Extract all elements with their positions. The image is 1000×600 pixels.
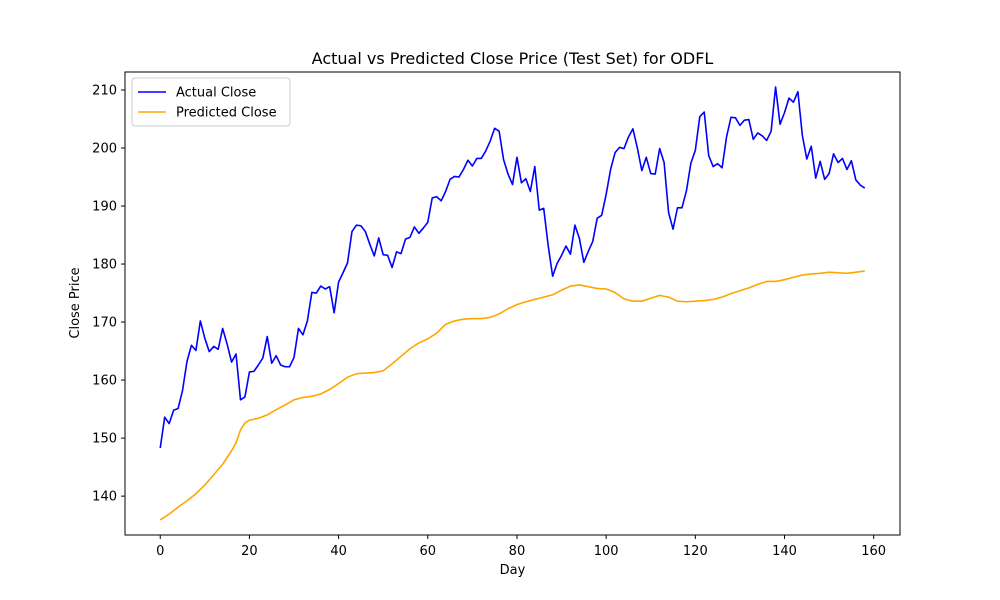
legend-label: Predicted Close bbox=[176, 106, 277, 121]
plot-area bbox=[124, 71, 901, 536]
y-tick-label: 190 bbox=[92, 200, 117, 215]
x-tick-label: 100 bbox=[594, 544, 619, 559]
y-tick-label: 160 bbox=[92, 374, 117, 389]
y-tick-label: 140 bbox=[92, 490, 117, 505]
series-line-predicted bbox=[159, 270, 865, 521]
legend: Actual Close Predicted Close bbox=[131, 77, 291, 127]
legend-box bbox=[131, 77, 291, 127]
chart-title: Actual vs Predicted Close Price (Test Se… bbox=[312, 49, 714, 68]
y-tick-label: 200 bbox=[92, 142, 117, 157]
x-axis: 0 20 40 60 80 100 120 140 160 bbox=[156, 535, 886, 559]
x-tick-label: 120 bbox=[683, 544, 708, 559]
plot-frame bbox=[124, 71, 901, 536]
x-tick-label: 160 bbox=[861, 544, 886, 559]
x-tick-label: 140 bbox=[772, 544, 797, 559]
y-tick-label: 180 bbox=[92, 258, 117, 273]
y-tick-label: 170 bbox=[92, 316, 117, 331]
series-line-actual bbox=[159, 86, 866, 449]
x-tick-label: 60 bbox=[420, 544, 437, 559]
x-axis-label: Day bbox=[500, 563, 526, 578]
y-tick-label: 210 bbox=[92, 83, 117, 98]
x-tick-label: 40 bbox=[330, 544, 347, 559]
x-tick-label: 20 bbox=[241, 544, 258, 559]
y-axis: 140 150 160 170 180 190 200 210 bbox=[92, 83, 125, 505]
x-tick-label: 0 bbox=[156, 544, 164, 559]
x-tick-label: 80 bbox=[509, 544, 526, 559]
series-layer bbox=[159, 86, 866, 521]
y-axis-label: Close Price bbox=[68, 267, 83, 338]
y-tick-label: 150 bbox=[92, 432, 117, 447]
legend-label: Actual Close bbox=[176, 86, 256, 101]
